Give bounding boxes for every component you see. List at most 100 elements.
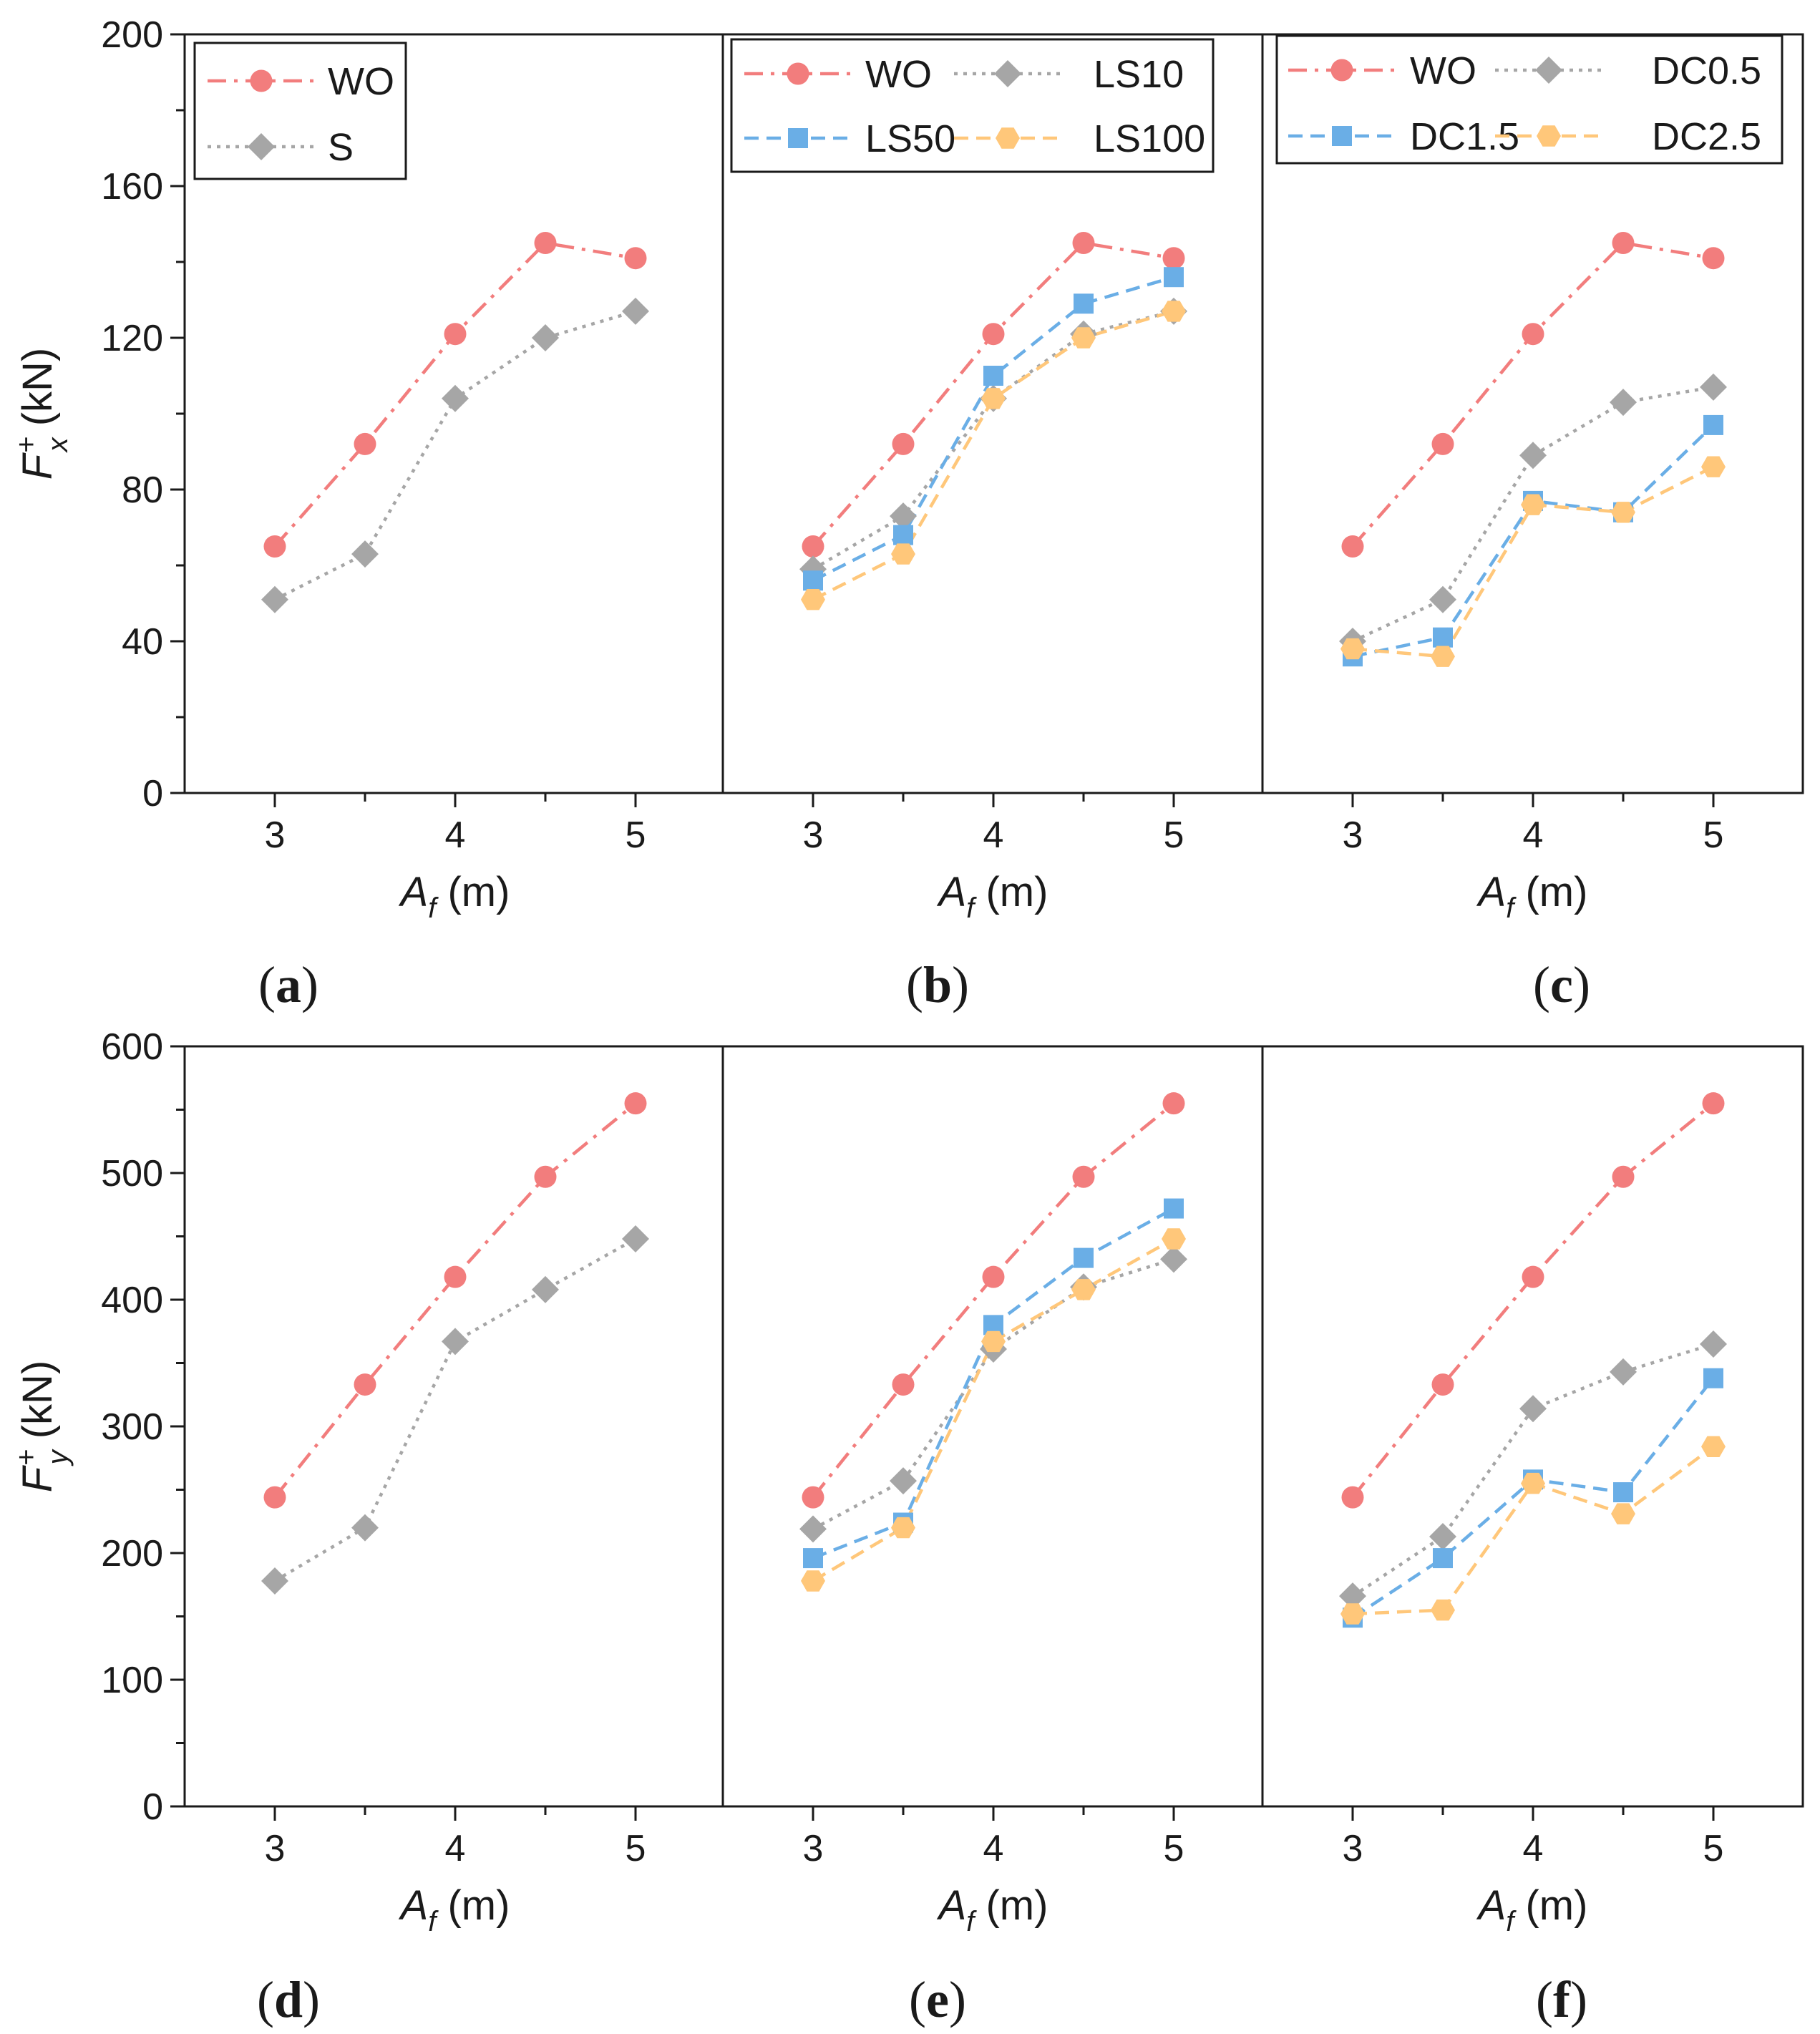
- data-point: [261, 585, 288, 613]
- legend-marker: [1332, 126, 1352, 146]
- data-point: [532, 1275, 559, 1303]
- x-axis-label: Af (m): [937, 1882, 1048, 1937]
- data-point: [1700, 373, 1727, 401]
- panel-label: (d): [257, 1971, 320, 2028]
- data-point: [1431, 432, 1454, 455]
- data-point: [1610, 389, 1637, 417]
- y-tick-label: 600: [101, 1026, 163, 1068]
- legend-marker: [1535, 57, 1562, 84]
- series-line: [273, 1237, 637, 1582]
- series-line: [1351, 1342, 1714, 1598]
- x-axis-label: Af (m): [1476, 869, 1588, 924]
- data-point: [801, 589, 825, 610]
- legend-label: WO: [865, 53, 932, 96]
- data-point: [622, 297, 649, 325]
- panel-letter: e: [926, 1971, 949, 2028]
- legend-marker: [996, 127, 1020, 149]
- data-point: [1340, 1603, 1365, 1625]
- legend-label: DC0.5: [1652, 49, 1761, 92]
- legend: WO LS10 LS50 LS100: [730, 38, 1215, 173]
- plot-frame: [1261, 1045, 1804, 1808]
- y-tick-label: 40: [122, 621, 163, 663]
- legend-box: [193, 42, 407, 180]
- x-tick-label: 4: [983, 1828, 1004, 1869]
- data-point: [1164, 267, 1184, 288]
- y-axis-label: F+y (kN): [11, 1361, 74, 1492]
- x-tick-label: 5: [1164, 814, 1184, 856]
- legend-marker: [788, 128, 808, 148]
- y-tick-label: 500: [101, 1153, 163, 1194]
- chart-panel-d: 3 4 5 0 100 200 300 400 500 600 F+y (kN) Af (m) (d): [11, 1026, 724, 2028]
- x-tick-label: 4: [1523, 814, 1544, 856]
- data-point: [1071, 327, 1096, 349]
- data-point: [891, 543, 915, 565]
- x-tick-label: 4: [445, 1828, 466, 1869]
- series-line: [812, 1207, 1175, 1560]
- x-tick-label: 3: [265, 1828, 286, 1869]
- x-tick-label: 3: [803, 814, 824, 856]
- panel-letter: d: [274, 1971, 303, 2028]
- data-point: [1613, 1482, 1633, 1503]
- data-point: [1162, 301, 1186, 322]
- data-point: [1431, 646, 1455, 667]
- data-point: [1703, 414, 1723, 435]
- x-tick-label: 3: [1343, 814, 1363, 856]
- data-point: [1519, 442, 1547, 469]
- data-point: [1164, 1198, 1184, 1219]
- y-tick-label: 300: [101, 1406, 163, 1448]
- legend-box: [1275, 34, 1783, 165]
- data-point: [1610, 1358, 1637, 1386]
- x-tick-label: 3: [1343, 1828, 1363, 1869]
- panel-letter: f: [1553, 1971, 1571, 2028]
- data-point: [803, 570, 823, 591]
- data-point: [1519, 1395, 1547, 1423]
- data-point: [351, 540, 379, 568]
- legend-marker: [248, 133, 275, 160]
- x-tick-label: 5: [1703, 1828, 1724, 1869]
- legend-label: DC2.5: [1652, 115, 1761, 158]
- data-point: [1074, 293, 1094, 314]
- data-point: [892, 432, 915, 455]
- data-point: [1611, 502, 1635, 523]
- series-line: [812, 309, 1174, 571]
- data-point: [893, 525, 913, 545]
- data-point: [1071, 1279, 1096, 1300]
- data-point: [1339, 1582, 1366, 1610]
- data-point: [982, 323, 1005, 346]
- data-point: [1429, 585, 1456, 613]
- legend-marker: [1330, 59, 1353, 82]
- data-point: [1700, 1330, 1727, 1358]
- data-point: [1612, 232, 1635, 254]
- series-line: [812, 1257, 1174, 1531]
- legend-label: LS50: [865, 117, 955, 160]
- data-point: [981, 1330, 1006, 1353]
- panel-label: (a): [258, 956, 318, 1013]
- data-point: [799, 1515, 827, 1543]
- series-line: [1352, 385, 1714, 643]
- data-point: [444, 323, 467, 346]
- y-tick-label: 100: [101, 1660, 163, 1701]
- data-point: [1701, 456, 1726, 477]
- data-point: [890, 502, 917, 530]
- plot-frame: [183, 1045, 724, 1808]
- data-point: [1521, 494, 1545, 515]
- data-point: [982, 1265, 1005, 1288]
- x-tick-label: 5: [1703, 814, 1724, 856]
- legend-label: LS100: [1094, 117, 1205, 160]
- legend-marker: [994, 60, 1021, 87]
- data-point: [1611, 1503, 1635, 1524]
- x-tick-label: 5: [626, 1828, 646, 1869]
- plot-frame: [721, 1045, 1264, 1808]
- data-point: [1162, 1092, 1185, 1115]
- data-point: [532, 324, 559, 351]
- data-point: [1431, 1599, 1455, 1621]
- data-point: [1703, 1368, 1723, 1388]
- data-point: [1612, 1165, 1635, 1188]
- data-point: [1341, 535, 1364, 558]
- data-point: [1521, 1472, 1545, 1494]
- data-point: [1429, 1522, 1456, 1550]
- y-tick-label: 0: [142, 1786, 163, 1828]
- data-point: [981, 388, 1006, 409]
